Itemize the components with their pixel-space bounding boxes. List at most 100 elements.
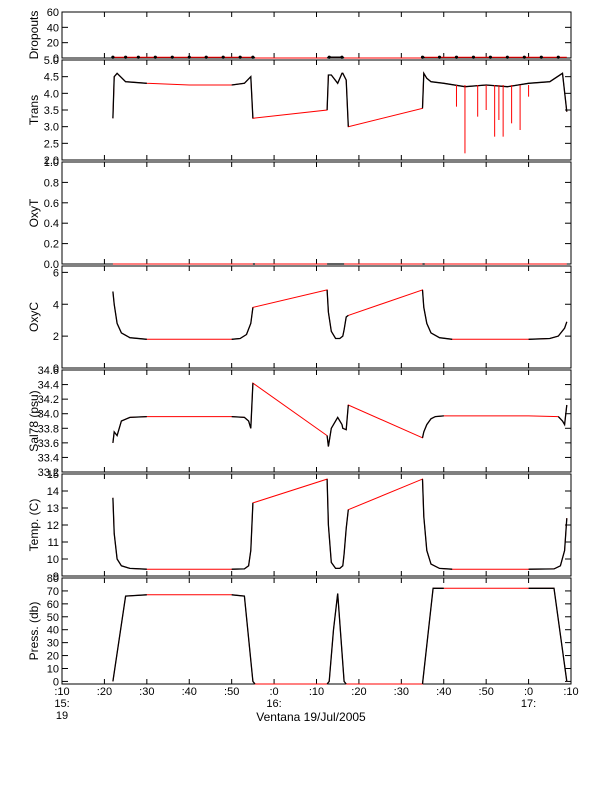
series-smoothed: [326, 72, 349, 127]
series-raw-1: [112, 478, 568, 570]
y-tick-label: 33.8: [38, 423, 59, 435]
series-smoothed: [421, 71, 568, 112]
series-smoothed: [231, 75, 254, 119]
y-tick-label: 60: [47, 599, 59, 611]
series-smoothed: [421, 587, 444, 685]
y-tick-label: 9: [53, 571, 59, 583]
y-axis-title: Sal78 (psu): [27, 390, 41, 451]
y-axis-title: OxyT: [27, 198, 41, 227]
dropout-marker: [556, 55, 560, 59]
x-tick-label: :40: [182, 686, 197, 698]
panel-frame: [61, 11, 572, 59]
y-tick-label: 3.0: [44, 122, 59, 134]
series-raw-1: [112, 382, 568, 447]
x-tick-label: :20: [351, 686, 366, 698]
panel-4: 0 2 4 6 OxyC: [27, 265, 572, 375]
x-tick-hour-label: 16:: [266, 698, 281, 710]
y-tick-label: 40: [47, 22, 59, 34]
y-tick-label: 20: [47, 38, 59, 50]
y-tick-label: 0: [53, 363, 59, 375]
x-tick-label: :10: [54, 686, 69, 698]
x-tick-label: :40: [436, 686, 451, 698]
panel-3: 0.0 0.2 0.4 0.6 0.8 1.0 OxyT: [27, 157, 572, 271]
dropout-marker: [454, 55, 459, 59]
y-tick-label: 4.0: [44, 88, 59, 100]
y-tick-label: 34.6: [38, 365, 59, 377]
dropout-marker: [539, 55, 543, 59]
panel-2: 2.0 2.5 3.0 3.5 4.0 4.5 5.0 Trans: [27, 55, 572, 167]
series-smoothed: [231, 307, 254, 340]
y-tick-label: 13: [47, 503, 59, 515]
y-tick-label: 34.0: [38, 409, 59, 421]
y-tick-label: 60: [47, 7, 59, 19]
dropout-marker: [340, 55, 344, 59]
dropout-marker: [327, 55, 331, 59]
y-axis-title: Press. (db): [27, 602, 41, 661]
series-smoothed: [528, 587, 568, 682]
dropout-marker: [221, 55, 225, 59]
x-tick-hour-label: 15:: [54, 698, 69, 710]
series-smoothed: [112, 291, 147, 340]
y-tick-label: 0.4: [44, 218, 59, 230]
y-tick-label: 0: [53, 53, 59, 65]
y-tick-label: 0: [53, 676, 59, 688]
y-tick-label: 0.2: [44, 239, 59, 251]
y-tick-label: 12: [47, 520, 59, 532]
dropout-marker: [522, 55, 526, 59]
x-tick-label: :30: [394, 686, 409, 698]
y-tick-label: 5.0: [44, 55, 59, 67]
series-smoothed: [231, 383, 254, 429]
y-tick-label: 10: [47, 663, 59, 675]
x-tick-label: :50: [224, 686, 239, 698]
y-tick-label: 33.2: [38, 467, 59, 479]
series-smoothed: [421, 289, 453, 340]
series-smoothed: [112, 72, 147, 119]
series-smoothed: [112, 415, 147, 443]
x-axis: :1015:19:20:30:40:50:016::10:20:30:40:50…: [54, 686, 578, 722]
y-tick-label: 10: [47, 554, 59, 566]
y-tick-label: 50: [47, 612, 59, 624]
x-axis-title: Ventana 19/Jul/2005: [256, 710, 366, 724]
y-tick-label: 2.0: [44, 155, 59, 167]
series-smoothed: [421, 479, 453, 570]
x-tick-label: :0: [524, 686, 533, 698]
series-smoothed: [528, 321, 568, 340]
x-tick-day-label: 19: [56, 710, 68, 722]
panel-frame: [61, 473, 572, 577]
y-tick-label: 0.6: [44, 198, 59, 210]
x-tick-hour-label: 17:: [521, 698, 536, 710]
y-tick-label: 30: [47, 638, 59, 650]
dropout-marker: [153, 55, 157, 59]
y-tick-label: 2.5: [44, 138, 59, 150]
dropout-marker: [420, 55, 425, 59]
dropout-marker: [471, 55, 476, 59]
series-smoothed: [528, 518, 568, 570]
dropout-marker: [170, 55, 174, 59]
y-tick-label: 4.5: [44, 72, 59, 84]
series-raw-1: [112, 587, 568, 685]
dropout-marker: [437, 55, 442, 59]
dropout-marker: [124, 55, 128, 59]
y-axis-title: Dropouts: [27, 11, 41, 60]
y-tick-label: 0.0: [44, 259, 59, 271]
series-smoothed: [231, 594, 256, 685]
dropout-marker: [488, 55, 493, 59]
series-smoothed: [326, 479, 349, 570]
x-tick-label: :50: [479, 686, 494, 698]
y-tick-label: 2: [53, 331, 59, 343]
panel-frame: [61, 265, 572, 369]
y-tick-label: 4: [53, 299, 59, 311]
y-tick-label: 1.0: [44, 157, 59, 169]
y-tick-label: 80: [47, 573, 59, 585]
x-tick-label: :10: [563, 686, 578, 698]
dropout-marker: [251, 55, 255, 59]
x-tick-label: :20: [97, 686, 112, 698]
series-smoothed: [557, 404, 568, 427]
panel-5: 33.2 33.4 33.6 33.8 34.0 34.2 34.4 34.6 Sal78 (p…: [27, 365, 572, 479]
panel-frame: [61, 369, 572, 473]
series-smoothed: [326, 593, 347, 685]
panel-6: 9 10 11 12 13 14 15 Temp. (C): [27, 469, 572, 583]
y-tick-label: 70: [47, 586, 59, 598]
